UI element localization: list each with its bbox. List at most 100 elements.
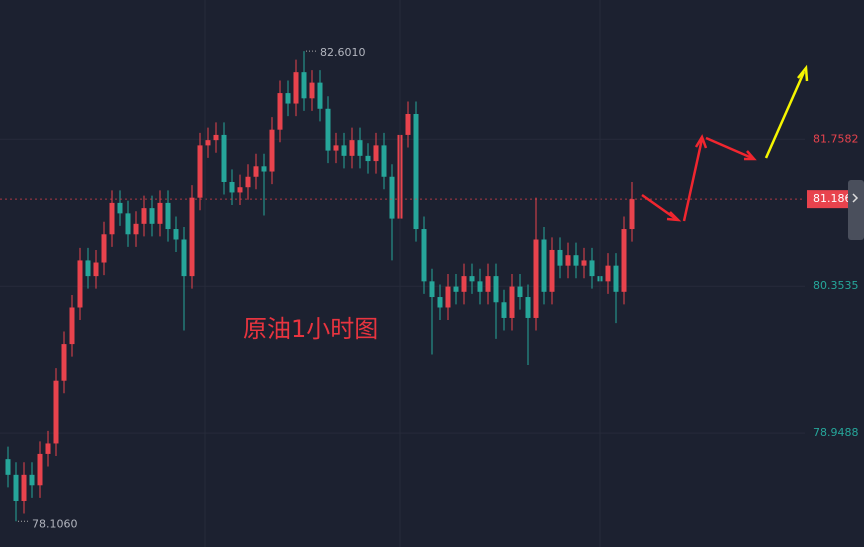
vertical-grid [204, 0, 601, 547]
arrow [641, 193, 677, 221]
arrow-head [666, 211, 682, 222]
candle-body [629, 199, 635, 230]
candle-body [245, 176, 251, 188]
arrow [705, 136, 753, 160]
candle-body [285, 93, 291, 104]
candle-body [461, 276, 467, 292]
candle-body [589, 260, 595, 277]
candle-body [261, 166, 267, 172]
candle-body [133, 223, 139, 235]
candle-body [517, 286, 523, 298]
high-marker-label: 82.6010 [320, 46, 366, 59]
candle-body [205, 140, 211, 146]
candle-body [93, 262, 99, 277]
forecast-arrows [641, 64, 809, 222]
candle-body [165, 202, 171, 230]
candle-body [117, 202, 123, 214]
y-tick-label: 81.7582 [813, 132, 859, 145]
candle-body [213, 134, 219, 141]
candle-body [277, 93, 283, 130]
candle-body [485, 276, 491, 292]
candle-body [173, 229, 179, 240]
candle-body [365, 155, 371, 162]
candle-body [69, 307, 75, 345]
candle-body [501, 302, 507, 318]
candle-body [269, 129, 275, 172]
candle-body [333, 145, 339, 151]
candle-body [85, 260, 91, 277]
candle-body [221, 134, 227, 182]
candle-body [157, 202, 163, 224]
arrow-head [694, 134, 708, 149]
candle-body [477, 281, 483, 292]
side-tab-icon[interactable] [852, 193, 859, 203]
candle-body [45, 443, 51, 454]
candle-body [389, 176, 395, 219]
candle-body [373, 145, 379, 162]
candle-body [525, 297, 531, 318]
candle-body [565, 255, 571, 266]
candle-body [605, 265, 611, 282]
candle-body [301, 72, 307, 99]
candle-body [317, 82, 323, 109]
arrow [764, 71, 806, 159]
candle-body [357, 140, 363, 156]
candle-body [37, 453, 43, 486]
candle-body [469, 276, 475, 282]
last-price-label: 81.1860 [813, 192, 859, 205]
candle-body [21, 474, 27, 501]
candle-body [5, 459, 11, 475]
candle-body [581, 260, 587, 266]
candle-body [549, 249, 555, 292]
candle-body [13, 474, 19, 501]
arrow [682, 138, 704, 222]
candle-body [613, 265, 619, 292]
candle-body [445, 286, 451, 308]
y-tick-label: 80.3535 [813, 279, 859, 292]
candle-body [189, 197, 195, 277]
candle-body [405, 114, 411, 135]
candle-body [149, 208, 155, 224]
candle-body [197, 145, 203, 198]
candle-body [533, 239, 539, 318]
arrow-head [797, 64, 809, 82]
candle-body [181, 239, 187, 277]
candle-body [437, 297, 443, 308]
candle-body [453, 286, 459, 292]
candle-body [341, 145, 347, 156]
candle-body [237, 187, 243, 193]
candle-body [293, 72, 299, 104]
low-marker-label: 78.1060 [32, 517, 78, 530]
arrow-head [744, 150, 757, 161]
side-tab[interactable] [848, 180, 864, 240]
candle-body [125, 213, 131, 235]
side-tab-bg[interactable] [848, 180, 864, 240]
candle-body [421, 229, 427, 282]
candle-body [325, 108, 331, 151]
candle-body [573, 255, 579, 266]
candle-body [621, 229, 627, 292]
candle-body [381, 145, 387, 177]
candle-body [493, 276, 499, 303]
candle-body [101, 234, 107, 263]
candle-body [109, 202, 115, 235]
candle-body [349, 140, 355, 156]
candle-body [29, 474, 35, 486]
candle-body [61, 344, 67, 381]
candle-body [309, 82, 315, 99]
candle-body [77, 260, 83, 308]
candle-body [229, 181, 235, 193]
chart-annotation: 原油1小时图 [243, 315, 378, 343]
candle-body [253, 166, 259, 177]
candle-body [429, 281, 435, 298]
plot: 83.162981.758280.353578.948881.186082.60… [0, 46, 864, 530]
candle-body [557, 249, 563, 266]
candle-body [141, 208, 147, 224]
candle-body [541, 239, 547, 292]
candle-body [413, 114, 419, 230]
y-tick-label: 78.9488 [813, 426, 859, 439]
candle-body [53, 380, 59, 444]
candle-body [509, 286, 515, 318]
